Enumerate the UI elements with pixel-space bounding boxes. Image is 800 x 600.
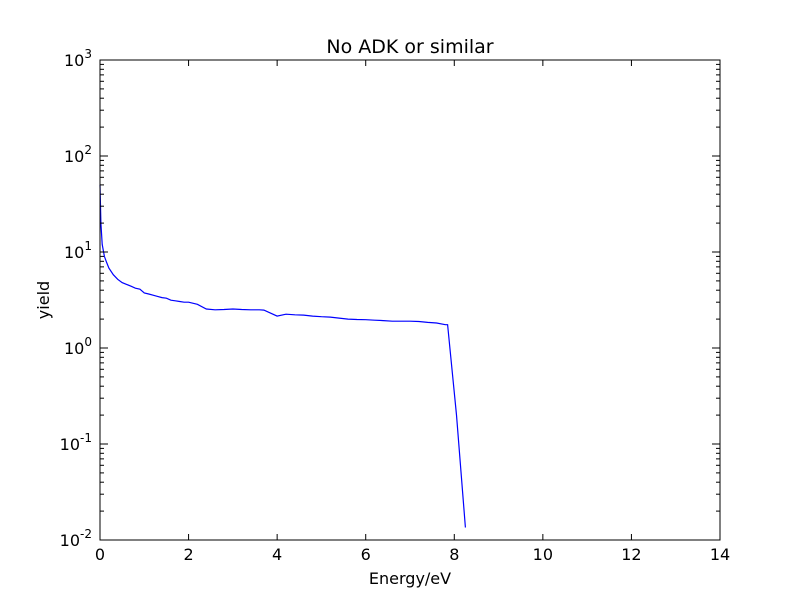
- x-tick-label: 2: [183, 545, 193, 564]
- y-tick-label: 10-2: [60, 527, 92, 550]
- chart-title: No ADK or similar: [326, 36, 493, 58]
- x-tick-label: 14: [710, 545, 730, 564]
- x-tick-label: 4: [272, 545, 282, 564]
- y-tick-label: 101: [64, 239, 92, 262]
- x-tick-label: 8: [449, 545, 459, 564]
- x-tick-label: 12: [621, 545, 641, 564]
- y-axis-label: yield: [34, 281, 53, 319]
- series-line-0: [99, 184, 466, 528]
- y-tick-label: 103: [64, 47, 92, 70]
- axes-frame: [99, 59, 721, 541]
- plot-area: 0 2 4 6 8 10 12 14 10-2 10-1 100 101 102 103: [60, 47, 731, 564]
- x-axis-label: Energy/eV: [369, 569, 451, 588]
- y-tick-label: 100: [64, 335, 92, 358]
- y-tick-label: 102: [64, 143, 92, 166]
- y-tick-label: 10-1: [60, 431, 92, 454]
- x-tick-label: 0: [95, 545, 105, 564]
- x-tick-label: 6: [361, 545, 371, 564]
- x-tick-label: 10: [533, 545, 553, 564]
